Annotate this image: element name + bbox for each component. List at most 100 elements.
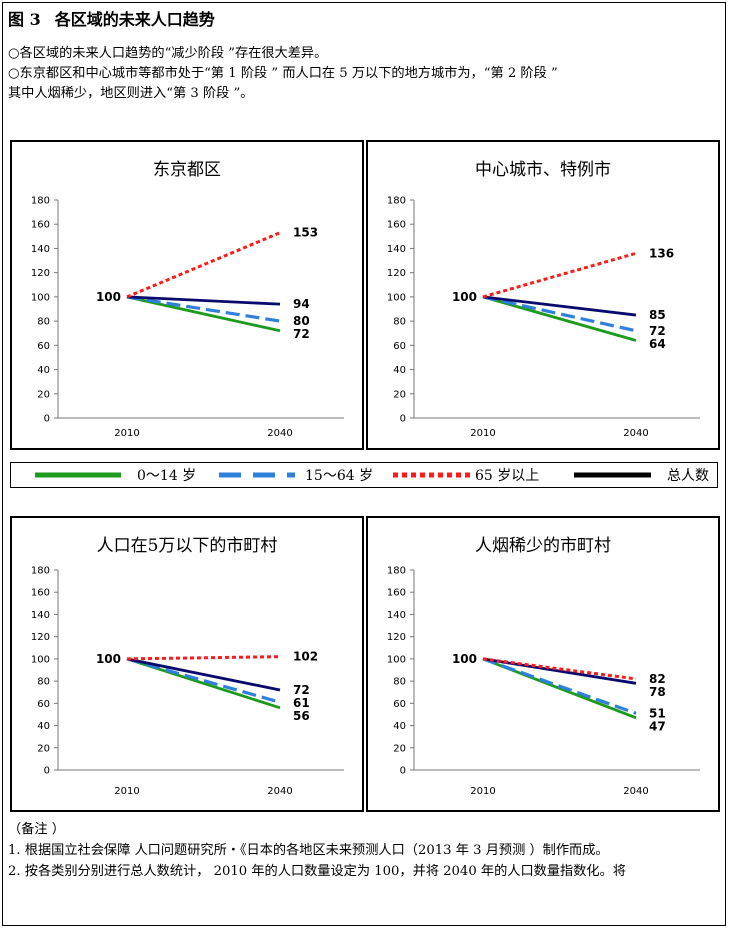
x-tick-label: 2040	[267, 786, 292, 797]
y-tick-label: 40	[393, 721, 406, 732]
series-line-3	[482, 251, 637, 299]
chart-title: 东京都区	[153, 160, 221, 180]
chart-panel-core-cities: 中心城市、特例市 0 20 40 60 80 100 120 140 160 180 2010 2040…	[366, 140, 720, 450]
y-tick-label: 0	[400, 766, 406, 777]
y-tick-label: 40	[37, 721, 50, 732]
series-line-2	[126, 295, 281, 323]
x-tick-label: 2010	[114, 786, 139, 797]
chart-title: 人口在5万以下的市町村	[97, 536, 278, 556]
y-tick-label: 120	[31, 632, 50, 643]
start-value-label: 100	[96, 290, 121, 304]
y-tick-label: 100	[31, 292, 50, 303]
y-tick-label: 60	[393, 699, 406, 710]
notes: （备注 ） 1. 根据国立社会保障 人口问题研究所・《日本的各地区未来预测人口（…	[8, 819, 723, 882]
data-label-1: 64	[649, 337, 666, 351]
y-tick-label: 100	[31, 654, 50, 665]
y-tick-label: 180	[31, 566, 50, 577]
chart-legend: 0～14 岁 15～64 岁 65 岁以上 总人数	[10, 462, 718, 488]
figure-title: 图 3 各区域的未来人口趋势	[8, 6, 229, 30]
data-label-4: 94	[293, 297, 310, 311]
y-tick-label: 140	[31, 610, 50, 621]
data-label-1: 72	[293, 327, 310, 341]
y-tick-label: 80	[37, 317, 50, 328]
series-line-2	[482, 657, 637, 715]
y-tick-label: 100	[387, 654, 406, 665]
y-tick-label: 160	[387, 588, 406, 599]
data-label-2: 61	[293, 696, 310, 710]
legend-label-3: 65 岁以上	[475, 468, 539, 484]
y-tick-label: 0	[400, 414, 406, 425]
y-tick-label: 160	[387, 220, 406, 231]
y-tick-label: 60	[37, 699, 50, 710]
series-line-4	[126, 295, 281, 306]
y-tick-label: 160	[31, 588, 50, 599]
data-label-3: 136	[649, 246, 674, 260]
x-tick-label: 2040	[623, 786, 648, 797]
y-tick-label: 160	[31, 220, 50, 231]
x-tick-label: 2010	[470, 786, 495, 797]
data-label-1: 56	[293, 709, 310, 723]
figure-number: 图 3	[8, 10, 41, 29]
x-tick-label: 2010	[470, 428, 495, 439]
note-item-2: 2. 按各类别分别进行总人数统计， 2010 年的人口数量设定为 100，并将 …	[8, 864, 626, 879]
data-label-2: 72	[649, 324, 666, 338]
start-value-label: 100	[96, 652, 121, 666]
chart-title: 中心城市、特例市	[475, 160, 611, 180]
series-line-4	[482, 657, 637, 685]
y-tick-label: 0	[44, 414, 50, 425]
y-tick-label: 0	[44, 766, 50, 777]
x-tick-label: 2040	[623, 428, 648, 439]
data-label-2: 51	[649, 706, 666, 720]
y-tick-label: 20	[37, 389, 50, 400]
y-tick-label: 180	[387, 196, 406, 207]
figure-title-text: 各区域的未来人口趋势	[54, 10, 215, 29]
y-tick-label: 80	[37, 677, 50, 688]
data-label-3: 153	[293, 226, 318, 240]
series-line-2	[482, 295, 637, 333]
data-label-4: 78	[649, 685, 666, 699]
y-tick-label: 20	[393, 389, 406, 400]
series-line-4	[482, 295, 637, 317]
data-label-2: 80	[293, 314, 310, 328]
start-value-label: 100	[452, 290, 477, 304]
series-line-3	[482, 657, 637, 681]
y-tick-label: 120	[387, 268, 406, 279]
legend-label-4: 总人数	[667, 468, 709, 484]
y-tick-label: 140	[387, 610, 406, 621]
legend-svg: 0～14 岁 15～64 岁 65 岁以上 总人数	[35, 468, 709, 484]
y-tick-label: 120	[31, 268, 50, 279]
y-tick-label: 180	[31, 196, 50, 207]
y-tick-label: 80	[393, 317, 406, 328]
data-label-4: 85	[649, 308, 666, 322]
series-line-3	[126, 231, 281, 299]
intro-line-2: ○东京都区和中心城市等都市处于“第 1 阶段 ” 而人口在 5 万以下的地方城市…	[8, 66, 558, 81]
y-tick-label: 80	[393, 677, 406, 688]
y-tick-label: 140	[387, 244, 406, 255]
series-line-4	[126, 657, 281, 692]
intro-line-3: 其中人烟稀少，地区则进入“第 3 阶段 ”。	[8, 86, 254, 101]
y-tick-label: 180	[387, 566, 406, 577]
y-tick-label: 40	[393, 365, 406, 376]
chart-panel-depopulated: 人烟稀少的市町村 0 20 40 60 80 100 120 140 160 180 2010 2040…	[366, 516, 720, 812]
y-tick-label: 60	[37, 341, 50, 352]
y-tick-label: 40	[37, 365, 50, 376]
series-line-2	[126, 657, 281, 704]
data-label-3: 82	[649, 672, 666, 686]
y-tick-label: 20	[37, 743, 50, 754]
data-label-3: 102	[293, 650, 318, 664]
x-tick-label: 2040	[267, 428, 292, 439]
y-tick-label: 60	[393, 341, 406, 352]
series-line-3	[126, 655, 281, 661]
notes-heading: （备注 ）	[8, 822, 65, 837]
data-label-4: 72	[293, 683, 310, 697]
data-label-1: 47	[649, 719, 666, 733]
chart-panel-tokyo: 东京都区 0 20 40 60 80 100 120 140 160 180 2010 2040 153 9…	[10, 140, 364, 450]
legend-label-1: 0～14 岁	[137, 468, 196, 484]
start-value-label: 100	[452, 652, 477, 666]
y-tick-label: 140	[31, 244, 50, 255]
